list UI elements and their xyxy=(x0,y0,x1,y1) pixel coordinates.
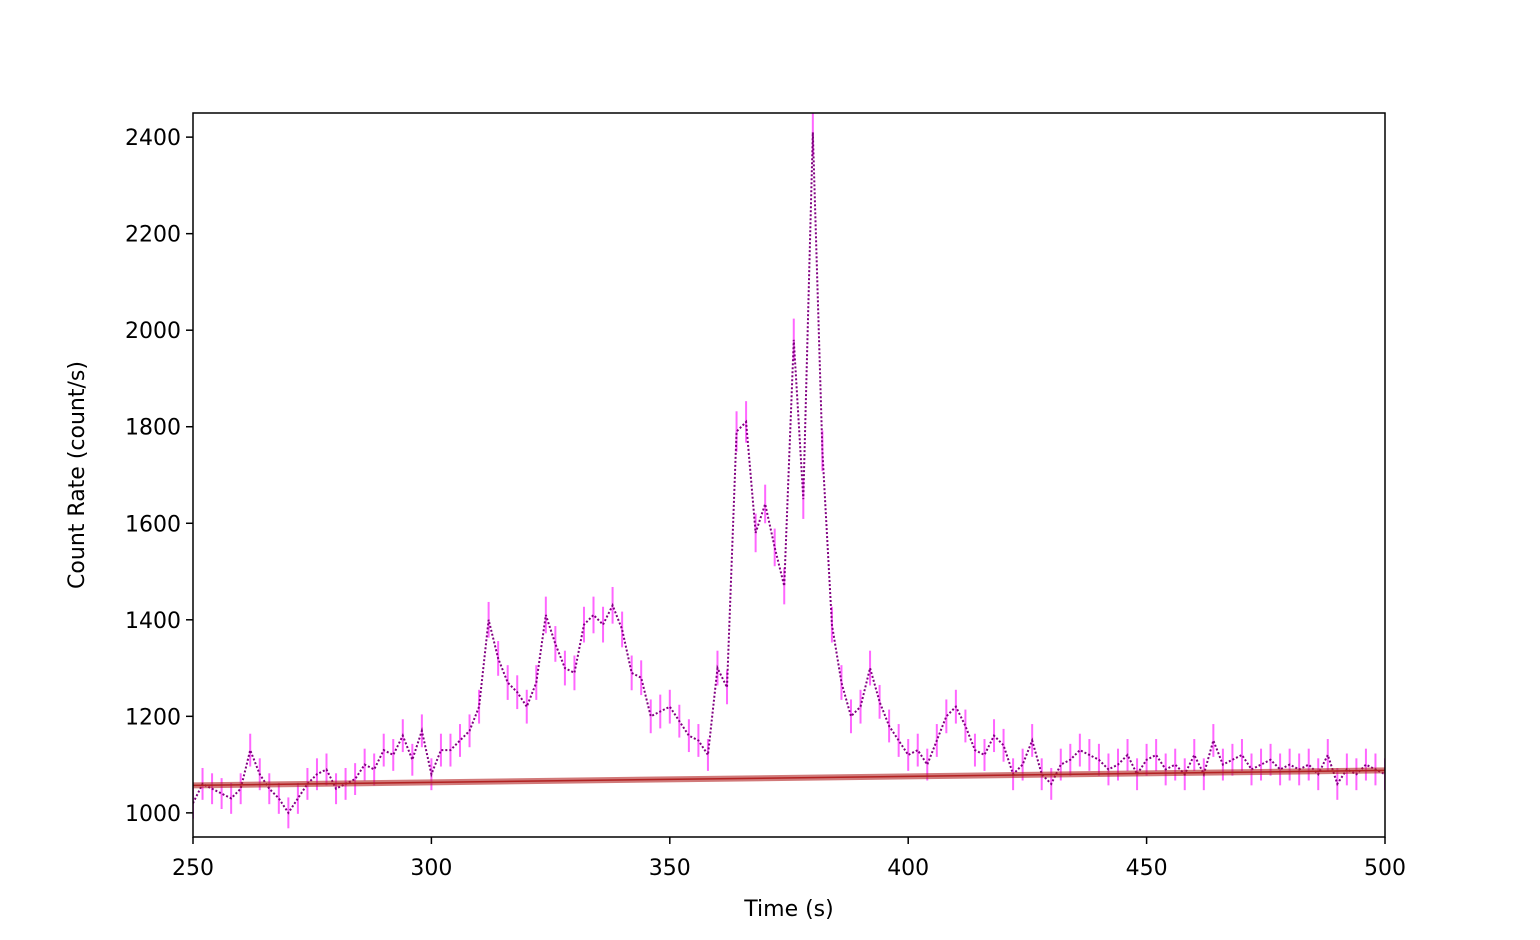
y-tick-label: 1400 xyxy=(125,609,181,634)
x-tick-label: 350 xyxy=(649,856,691,881)
x-tick-label: 500 xyxy=(1364,856,1406,881)
x-tick-label: 400 xyxy=(887,856,929,881)
x-tick-label: 300 xyxy=(410,856,452,881)
x-tick-label: 250 xyxy=(172,856,214,881)
y-tick-label: 1800 xyxy=(125,416,181,441)
y-tick-label: 1000 xyxy=(125,802,181,827)
y-tick-label: 1200 xyxy=(125,705,181,730)
x-axis-label: Time (s) xyxy=(743,897,833,922)
data-line xyxy=(193,132,1385,815)
y-tick-label: 2200 xyxy=(125,223,181,248)
y-tick-label: 2400 xyxy=(125,126,181,151)
y-tick-label: 2000 xyxy=(125,319,181,344)
y-tick-label: 1600 xyxy=(125,512,181,537)
x-tick-label: 450 xyxy=(1126,856,1168,881)
plot-frame xyxy=(192,112,1386,838)
y-axis-label: Count Rate (count/s) xyxy=(65,361,90,589)
fit-line xyxy=(193,769,1385,787)
